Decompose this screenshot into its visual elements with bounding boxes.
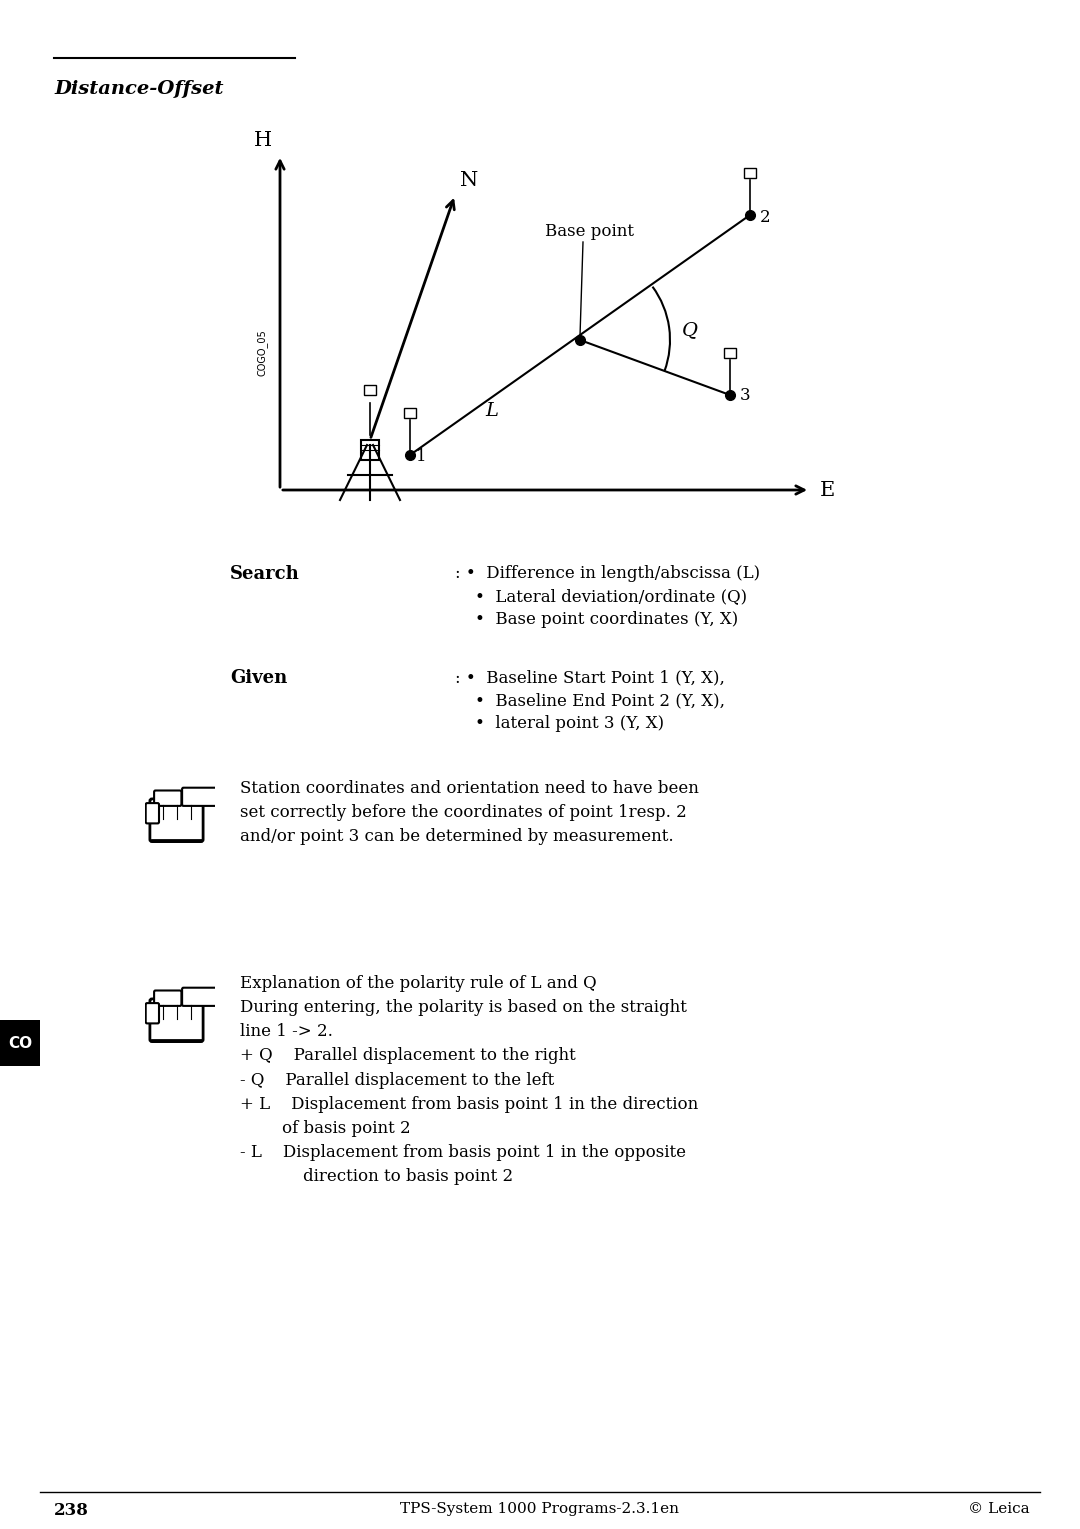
Bar [361,440,379,460]
Text: COGO_05: COGO_05 [257,329,268,376]
Text: N: N [460,171,478,190]
Text: Q: Q [681,321,698,339]
Text: H: H [254,131,272,150]
Text: 1: 1 [416,448,427,465]
Text: CO: CO [8,1035,32,1050]
Text: •  Lateral deviation/ordinate (Q): • Lateral deviation/ordinate (Q) [475,589,747,605]
Bar [744,168,756,177]
Bar [0,1020,40,1066]
Text: 2: 2 [760,208,771,225]
Text: 3: 3 [740,387,751,404]
Text: Explanation of the polarity rule of L and Q
During entering, the polarity is bas: Explanation of the polarity rule of L an… [240,976,699,1185]
Text: : •  Baseline Start Point 1 (Y, X),: : • Baseline Start Point 1 (Y, X), [455,670,725,687]
Text: © Leica: © Leica [969,1501,1030,1515]
Text: Search: Search [230,566,300,583]
Text: 238: 238 [54,1501,89,1518]
Text: Given: Given [230,670,287,687]
Text: : •  Difference in length/abscissa (L): : • Difference in length/abscissa (L) [455,566,760,583]
Text: Base point: Base point [545,223,634,240]
Text: •  Baseline End Point 2 (Y, X),: • Baseline End Point 2 (Y, X), [475,693,725,709]
Text: •  lateral point 3 (Y, X): • lateral point 3 (Y, X) [475,716,664,732]
Bar [404,408,416,417]
Bar [724,349,735,358]
Text: TPS-System 1000 Programs-2.3.1en: TPS-System 1000 Programs-2.3.1en [401,1501,679,1515]
Text: L: L [485,402,498,419]
Text: Station coordinates and orientation need to have been
set correctly before the c: Station coordinates and orientation need… [240,780,699,846]
Text: Distance-Offset: Distance-Offset [54,80,224,98]
Text: •  Base point coordinates (Y, X): • Base point coordinates (Y, X) [475,612,739,628]
Bar [364,385,376,394]
Text: E: E [820,480,835,500]
